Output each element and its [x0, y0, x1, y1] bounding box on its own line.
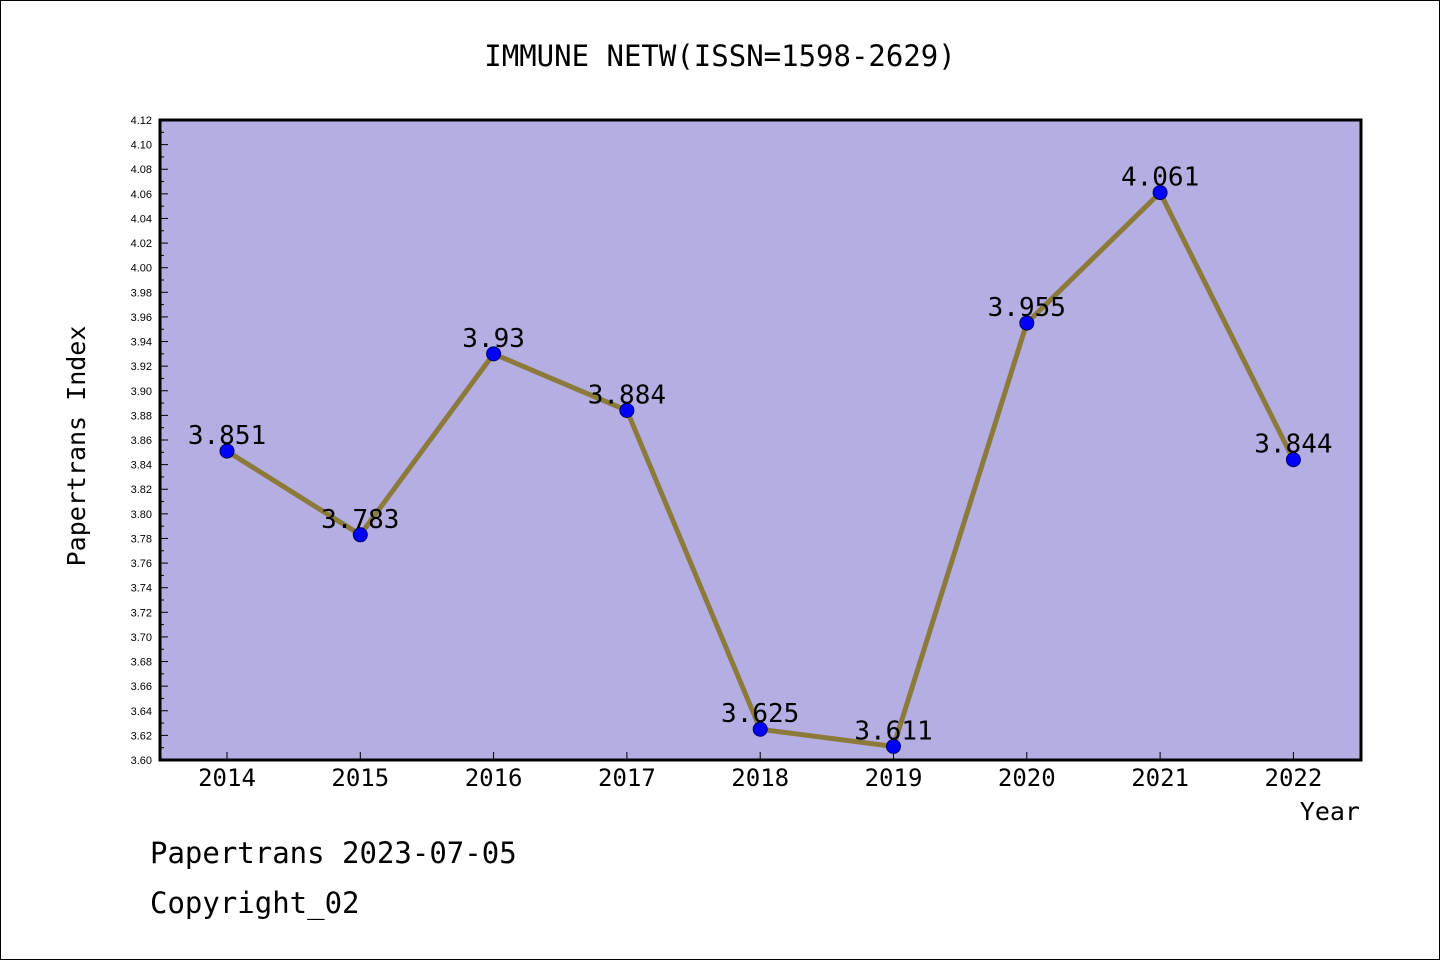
data-point	[752, 721, 768, 737]
y-tick-label: 3.76	[131, 558, 152, 570]
data-point	[219, 443, 235, 459]
x-tick-label: 2016	[465, 764, 523, 792]
y-tick-label: 3.82	[131, 484, 152, 496]
data-label: 3.611	[854, 716, 932, 746]
y-tick-label: 3.66	[131, 681, 152, 693]
chart-title: IMMUNE NETW(ISSN=1598-2629)	[484, 39, 955, 73]
data-point	[486, 346, 502, 362]
y-tick-label: 3.98	[131, 287, 152, 299]
y-tick-label: 4.06	[131, 189, 152, 201]
x-tick-label: 2014	[198, 764, 256, 792]
y-tick-label: 3.62	[131, 730, 152, 742]
data-point	[1019, 315, 1035, 331]
data-label: 3.93	[462, 324, 525, 354]
data-label: 3.844	[1254, 430, 1332, 460]
y-axis-label: Papertrans Index	[62, 326, 91, 567]
plot-area	[158, 118, 1363, 762]
y-tick-label: 3.60	[131, 755, 152, 767]
series-markers	[219, 185, 1301, 754]
y-tick-label: 3.96	[131, 312, 152, 324]
y-tick-label: 3.94	[131, 337, 152, 349]
footer-date: Papertrans 2023-07-05	[150, 836, 517, 870]
data-point	[619, 402, 635, 418]
data-label: 3.783	[321, 505, 399, 535]
data-labels: 3.851 3.783 3.93 3.884 3.625 3.611 3.955 4.061 3…	[188, 163, 1333, 747]
data-point	[1285, 452, 1301, 468]
data-point	[352, 527, 368, 543]
x-tick-label: 2022	[1265, 764, 1323, 792]
y-tick-label: 3.80	[131, 509, 152, 521]
y-tick-label: 3.74	[131, 583, 152, 595]
y-tick-label: 3.92	[131, 361, 152, 373]
x-axis-ticks: 2014 2015 2016 2017 2018 2019 2020 2021 2022	[198, 752, 1322, 792]
data-point	[1152, 185, 1168, 201]
y-tick-label: 3.86	[131, 435, 152, 447]
y-tick-label: 3.68	[131, 657, 152, 669]
x-tick-label: 2018	[731, 764, 789, 792]
y-tick-label: 4.02	[131, 238, 152, 250]
x-tick-label: 2020	[998, 764, 1056, 792]
y-tick-label: 4.10	[131, 140, 152, 152]
x-tick-label: 2019	[865, 764, 923, 792]
data-point	[886, 738, 901, 754]
x-tick-label: 2021	[1131, 764, 1189, 792]
y-tick-label: 4.00	[131, 263, 152, 275]
data-label: 3.884	[588, 380, 666, 410]
y-tick-label: 3.70	[131, 632, 152, 644]
y-axis-ticks: 3.60 3.62 3.64 3.66 3.68 3.70 3.72 3.74 3.76 3.78…	[131, 115, 168, 767]
x-tick-label: 2017	[598, 764, 656, 792]
y-tick-label: 3.90	[131, 386, 152, 398]
data-label: 4.061	[1121, 163, 1199, 193]
data-label: 3.625	[721, 699, 799, 729]
data-label: 3.955	[988, 293, 1066, 323]
y-tick-label: 4.12	[131, 115, 152, 127]
y-tick-label: 4.08	[131, 164, 152, 176]
y-tick-label: 3.72	[131, 607, 152, 619]
y-tick-label: 3.64	[131, 706, 152, 718]
y-tick-label: 4.04	[131, 213, 152, 225]
y-tick-label: 3.84	[131, 460, 152, 472]
data-label: 3.851	[188, 421, 266, 451]
x-tick-label: 2015	[331, 764, 389, 792]
x-axis-label: Year	[1300, 797, 1360, 826]
y-tick-label: 3.88	[131, 410, 152, 422]
footer-copyright: Copyright_02	[150, 886, 360, 920]
y-tick-label: 3.78	[131, 533, 152, 545]
